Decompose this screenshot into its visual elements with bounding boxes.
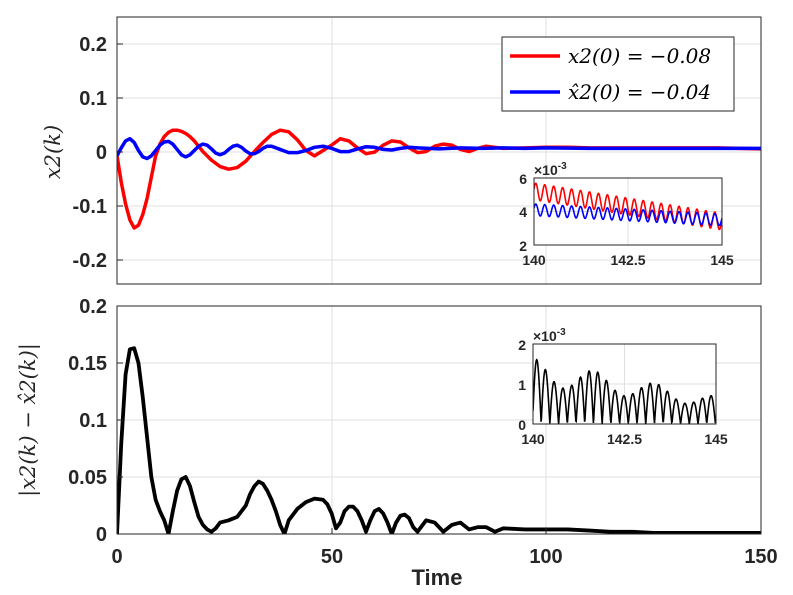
top-axes-box [116, 16, 762, 285]
top-ytick-label: 0.2 [79, 34, 107, 56]
legend-label-x2hat: x̂2(0) = −0.04 [568, 80, 711, 104]
top-inset-ytick: 2 [519, 238, 527, 254]
top-inset-ytick: 4 [519, 204, 527, 220]
top-series-x2hat [117, 137, 761, 161]
bottom-inset-xtick: 140 [521, 431, 545, 447]
bottom-ytick-label: 0 [96, 524, 107, 546]
bottom-inset-xtick: 145 [704, 431, 728, 447]
top-inset-exponent: ×10-3 [534, 161, 567, 178]
bottom-inset-ytick: 2 [518, 337, 526, 353]
top-ylabel: x2(k) [41, 125, 65, 179]
bottom-xtick-label: 0 [111, 546, 122, 568]
bottom-xlabel: Time [412, 565, 463, 590]
top-inset-box [533, 177, 723, 246]
exp-base: ×10 [534, 162, 558, 178]
top-panel: 0.2 0.1 0 -0.1 -0.2 x2(k) x2(0) = −0.08 … [41, 16, 762, 285]
bottom-inset-xtick: 142.5 [607, 431, 642, 447]
bottom-xtick-label: 150 [744, 546, 777, 568]
bottom-xtick-label: 100 [529, 546, 562, 568]
top-inset-xtick: 145 [710, 252, 734, 268]
bottom-ytick-label: 0.05 [68, 467, 107, 489]
top-inset-ytick: 6 [519, 171, 527, 187]
exp-base: ×10 [533, 328, 557, 344]
top-ytick-label: 0 [96, 142, 107, 164]
bottom-ylabel: |x2(k) − x̂2(k)| [16, 343, 41, 497]
bottom-inset-series-error [533, 358, 716, 424]
legend-label-x2: x2(0) = −0.08 [568, 44, 711, 68]
legend-box [501, 36, 735, 112]
top-legend: x2(0) = −0.08 x̂2(0) = −0.04 [501, 36, 735, 112]
top-inset-series-x2hat [534, 203, 722, 227]
top-inset: 6 4 2 140 142.5 145 ×10-3 [519, 161, 734, 268]
bottom-inset-ytick: 1 [518, 377, 526, 393]
exp-power: -3 [557, 327, 566, 338]
bottom-inset-box [532, 343, 717, 425]
bottom-inset-ytick: 0 [518, 417, 526, 433]
top-inset-xtick: 140 [522, 252, 546, 268]
bottom-ytick-label: 0.2 [79, 296, 107, 318]
top-ytick-label: -0.1 [73, 196, 107, 218]
top-ytick-label: -0.2 [73, 250, 107, 272]
bottom-panel: 0.2 0.15 0.1 0.05 0 0 50 100 150 Time |x… [16, 296, 778, 590]
exp-power: -3 [558, 161, 567, 172]
bottom-xtick-label: 50 [321, 546, 343, 568]
bottom-ytick-label: 0.1 [79, 410, 107, 432]
top-ytick-label: 0.1 [79, 88, 107, 110]
top-inset-xtick: 142.5 [610, 252, 645, 268]
bottom-inset-exponent: ×10-3 [533, 327, 566, 344]
bottom-ytick-label: 0.15 [68, 353, 107, 375]
bottom-inset: 2 1 0 140 142.5 145 ×10-3 [518, 327, 728, 447]
bottom-series-error [117, 346, 761, 534]
